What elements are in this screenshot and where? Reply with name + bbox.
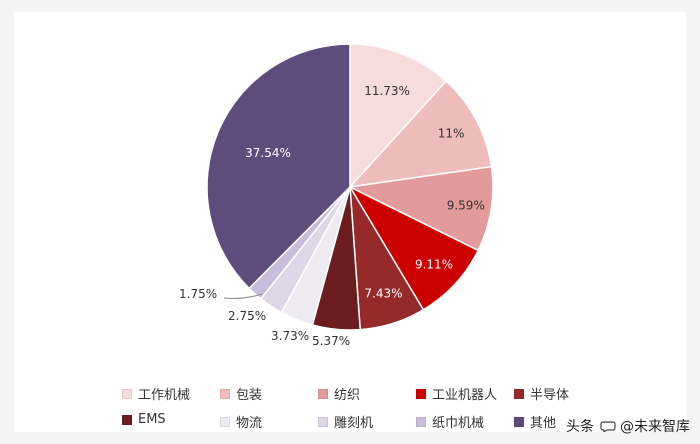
legend-item: 半导体 bbox=[514, 384, 569, 403]
legend-item: 其他 bbox=[514, 412, 556, 431]
legend-swatch bbox=[514, 416, 524, 427]
pie-slice bbox=[348, 80, 493, 189]
watermark: 头条 @未来智库 bbox=[566, 416, 690, 436]
legend-item: 纺织 bbox=[318, 384, 360, 403]
watermark-prefix: 头条 bbox=[566, 419, 594, 435]
legend-label: 工作机械 bbox=[138, 388, 191, 403]
legend-item: EMS bbox=[122, 412, 166, 427]
legend-swatch bbox=[514, 388, 524, 399]
pie-value-label: 1.75% bbox=[179, 287, 217, 301]
watermark-handle: @未来智库 bbox=[620, 419, 690, 435]
legend-label: 包装 bbox=[236, 388, 263, 403]
legend-label: 纺织 bbox=[334, 388, 361, 403]
legend-label: 半导体 bbox=[530, 388, 570, 403]
legend-item: 工业机器人 bbox=[416, 384, 497, 403]
legend-label: EMS bbox=[138, 412, 166, 427]
legend-swatch bbox=[220, 388, 230, 399]
legend-swatch bbox=[122, 388, 132, 399]
pie-slice bbox=[347, 165, 494, 252]
chart-legend: 工作机械 包装 纺织 工业机器人 半导体 EMS 物流 雕刻机 纸巾机械 其他 bbox=[122, 384, 642, 444]
legend-label: 雕刻机 bbox=[334, 416, 374, 431]
pie-value-label: 37.54% bbox=[245, 146, 291, 160]
pie-value-label: 3.73% bbox=[271, 329, 309, 343]
pie-chart: 11.73% 11% 9.59% 9.11% 7.43% 5.37%3.73% 2.75% 1… bbox=[179, 43, 494, 348]
pie-value-label: 5.37% bbox=[312, 334, 350, 348]
pie-value-label: 9.11% bbox=[415, 258, 453, 272]
legend-label: 其他 bbox=[530, 416, 557, 431]
leader-line bbox=[223, 293, 263, 299]
legend-swatch bbox=[318, 388, 328, 399]
pie-value-label: 7.43% bbox=[364, 286, 402, 300]
legend-swatch bbox=[220, 416, 230, 427]
pie-value-label: 2.75% bbox=[228, 309, 266, 323]
pie-slice bbox=[348, 185, 480, 311]
pie-value-label: 9.59% bbox=[447, 199, 485, 213]
pie-value-label: 11.73% bbox=[364, 84, 410, 98]
pie-value-labels: 11.73% 11% 9.59% 9.11% 7.43% 5.37%3.73% 2.75% 1… bbox=[179, 84, 485, 348]
pie-slice bbox=[349, 43, 448, 189]
legend-item: 雕刻机 bbox=[318, 412, 373, 431]
legend-label: 物流 bbox=[236, 416, 263, 431]
legend-swatch bbox=[318, 416, 328, 427]
pie-value-label: 11% bbox=[438, 126, 465, 140]
legend-swatch bbox=[122, 414, 132, 425]
legend-label: 工业机器人 bbox=[432, 388, 498, 403]
legend-label: 纸巾机械 bbox=[432, 416, 485, 431]
pie-slice bbox=[206, 43, 351, 290]
legend-item: 工作机械 bbox=[122, 384, 190, 403]
pie-slices bbox=[206, 43, 494, 331]
chat-bubble-icon bbox=[600, 421, 616, 432]
legend-item: 包装 bbox=[220, 384, 262, 403]
chart-card: 11.73% 11% 9.59% 9.11% 7.43% 5.37% 3.73% 2.75% 1… bbox=[14, 12, 686, 432]
legend-item: 纸巾机械 bbox=[416, 412, 484, 431]
legend-item: 物流 bbox=[220, 412, 262, 431]
legend-swatch bbox=[416, 416, 426, 427]
legend-swatch bbox=[416, 388, 426, 399]
